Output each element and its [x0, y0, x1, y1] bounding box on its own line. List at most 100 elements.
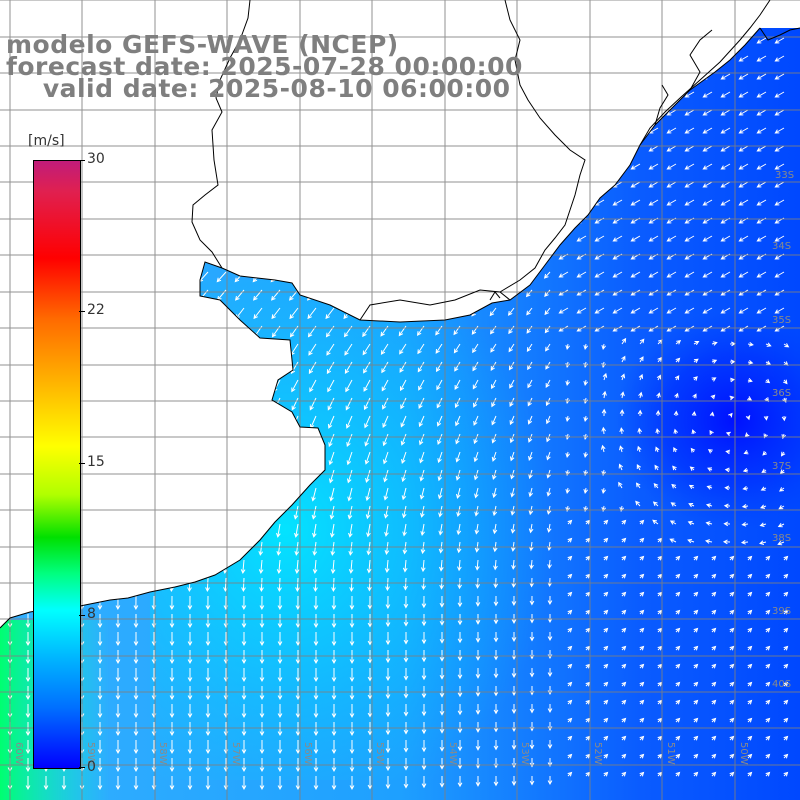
wind-arrow-icon	[329, 505, 335, 520]
wind-arrow-icon	[711, 645, 717, 651]
title-model: modelo GEFS-WAVE (NCEP)	[6, 30, 399, 59]
wind-arrow-icon	[603, 699, 609, 705]
wind-arrow-icon	[456, 523, 462, 536]
wind-arrow-icon	[277, 595, 283, 611]
wind-arrow-icon	[637, 445, 642, 453]
wind-arrow-icon	[603, 609, 609, 615]
wind-arrow-icon	[259, 668, 265, 683]
wind-arrow-icon	[473, 451, 479, 463]
wind-arrow-icon	[729, 645, 735, 651]
wind-arrow-icon	[711, 555, 717, 561]
wind-arrow-icon	[567, 609, 573, 615]
wind-arrow-icon	[294, 559, 300, 574]
wind-arrow-icon	[453, 325, 461, 336]
wind-arrow-icon	[421, 614, 427, 627]
wind-arrow-icon	[729, 377, 736, 383]
wind-arrow-icon	[331, 614, 337, 629]
wind-arrow-icon	[457, 704, 463, 716]
lon-label-52w: 52W	[592, 742, 603, 765]
wind-arrow-icon	[756, 199, 767, 206]
wind-arrow-icon	[289, 307, 299, 320]
coastline	[0, 0, 800, 629]
wind-arrow-icon	[421, 577, 426, 591]
wind-arrow-icon	[205, 577, 210, 593]
wind-arrow-icon	[673, 446, 678, 453]
wind-arrow-icon	[654, 464, 659, 471]
colorbar-tick-30: 30	[87, 151, 105, 167]
wind-arrow-icon	[693, 717, 699, 723]
wind-arrow-icon	[711, 681, 717, 687]
wind-arrow-icon	[312, 541, 318, 556]
wind-arrow-icon	[511, 650, 517, 660]
wind-arrow-icon	[295, 577, 300, 593]
wind-arrow-icon	[648, 163, 659, 170]
wind-arrow-icon	[133, 614, 139, 629]
wind-arrow-icon	[729, 771, 735, 777]
wind-arrow-icon	[187, 776, 193, 791]
wind-arrow-icon	[639, 591, 645, 597]
wind-arrow-icon	[403, 668, 409, 681]
wind-arrow-icon	[637, 409, 643, 417]
wind-arrow-icon	[385, 758, 391, 772]
wind-arrow-icon	[385, 740, 391, 754]
lon-label-60w: 60W	[13, 742, 24, 765]
wind-arrow-icon	[329, 487, 335, 502]
wind-arrow-icon	[526, 307, 533, 316]
wind-arrow-icon	[603, 519, 609, 525]
wind-arrow-icon	[421, 776, 427, 789]
wind-arrow-icon	[711, 771, 717, 777]
wind-arrow-icon	[639, 627, 645, 633]
wind-arrow-icon	[403, 776, 409, 789]
wind-arrow-icon	[294, 523, 299, 538]
wind-arrow-icon	[742, 485, 749, 491]
wind-arrow-icon	[473, 433, 479, 445]
wind-arrow-icon	[612, 271, 623, 278]
wind-arrow-icon	[738, 55, 749, 62]
wind-arrow-icon	[729, 717, 735, 723]
wind-arrow-icon	[558, 271, 569, 278]
wind-arrow-icon	[525, 289, 533, 298]
wind-arrow-icon	[738, 145, 749, 152]
wind-arrow-icon	[527, 379, 533, 389]
wind-arrow-icon	[666, 235, 677, 242]
wind-arrow-icon	[364, 451, 371, 465]
wind-arrow-icon	[741, 521, 749, 527]
colorbar-tick-15: 15	[87, 454, 105, 470]
wind-arrow-icon	[457, 776, 463, 788]
wind-arrow-icon	[620, 373, 626, 381]
title-forecast-date: forecast date: 2025-07-28 00:00:00	[6, 52, 523, 81]
wind-arrow-icon	[781, 415, 787, 422]
wind-arrow-icon	[720, 91, 731, 98]
wind-arrow-icon	[435, 325, 443, 336]
wind-arrow-icon	[693, 341, 700, 346]
wind-arrow-icon	[747, 717, 753, 723]
wind-arrow-icon	[648, 199, 659, 206]
wind-arrow-icon	[493, 632, 499, 643]
wind-arrow-icon	[729, 359, 736, 365]
wind-arrow-icon	[684, 127, 695, 134]
wind-arrow-icon	[693, 609, 699, 615]
wind-arrow-icon	[365, 469, 371, 483]
wind-arrow-icon	[673, 410, 679, 417]
wind-arrow-icon	[400, 433, 407, 446]
wind-arrow-icon	[277, 740, 283, 755]
wind-arrow-icon	[528, 523, 534, 534]
wind-arrow-icon	[475, 704, 481, 715]
wind-arrow-icon	[259, 595, 265, 611]
wind-arrow-icon	[774, 235, 785, 242]
wind-arrow-icon	[313, 668, 319, 683]
wind-arrow-icon	[783, 555, 789, 561]
wind-arrow-icon	[720, 73, 731, 80]
wind-arrow-icon	[711, 735, 717, 741]
wind-arrow-icon	[740, 539, 749, 545]
wind-arrow-icon	[774, 271, 785, 278]
wind-arrow-icon	[688, 502, 695, 508]
wind-arrow-icon	[384, 541, 390, 555]
wind-arrow-icon	[711, 753, 717, 759]
wind-arrow-icon	[169, 668, 175, 683]
wind-arrow-icon	[638, 373, 644, 381]
wind-arrow-icon	[729, 609, 735, 615]
wind-arrow-icon	[669, 520, 677, 525]
wind-arrow-icon	[648, 181, 659, 188]
wind-arrow-icon	[637, 427, 643, 435]
